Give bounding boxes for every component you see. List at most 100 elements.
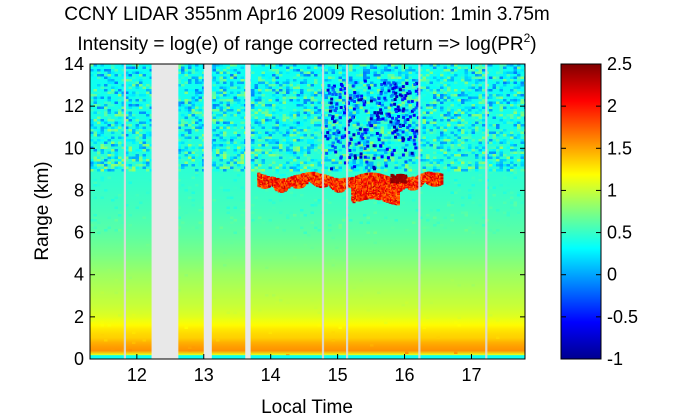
heatmap-cell [492,136,496,139]
heatmap-cell [447,111,451,114]
heatmap-cell [391,156,395,159]
heatmap-cell [251,89,255,92]
heatmap-cell [149,124,153,127]
heatmap-cell [93,219,97,222]
heatmap-cell [289,144,293,147]
heatmap-cell [265,294,269,297]
heatmap-cell [251,204,255,207]
heatmap-cell [202,79,206,82]
heatmap-cell [328,174,332,177]
heatmap-cell [230,196,234,199]
heatmap-cell [454,181,458,184]
heatmap-cell [394,219,398,222]
heatmap-cell [513,169,517,172]
heatmap-cell [464,74,468,77]
heatmap-cell [125,114,129,117]
heatmap-cell [338,141,342,144]
heatmap-cell [379,144,383,148]
heatmap-cell [475,156,479,159]
heatmap-cell [440,136,444,139]
heatmap-cell [426,121,430,124]
heatmap-cell [503,154,507,157]
heatmap-cell [314,79,318,82]
heatmap-cell [282,134,286,137]
heatmap-cell [517,79,521,82]
heatmap-cell [377,109,381,112]
heatmap-cell [471,69,475,72]
heatmap-cell [198,109,202,112]
heatmap-cell [135,236,139,239]
heatmap-cell [436,64,440,67]
heatmap-cell [517,191,521,194]
heatmap-cell [429,64,433,67]
heatmap-cell [405,104,409,107]
heatmap-cell [90,139,94,142]
heatmap-cell [363,144,367,147]
heatmap-cell [489,146,493,149]
heatmap-cell [268,76,272,79]
heatmap-cell [132,141,136,144]
heatmap-cell [177,74,181,77]
heatmap-cell [202,156,206,159]
heatmap-cell [433,89,437,92]
heatmap-cell [240,104,244,107]
heatmap-cell [353,94,357,98]
heatmap-cell [282,119,286,122]
heatmap-cell [275,69,279,72]
heatmap-cell [398,71,402,74]
heatmap-cell [128,109,132,112]
heatmap-cell [282,164,286,167]
heatmap-cell [307,151,311,154]
heatmap-cell [384,159,388,162]
heatmap-cell [426,164,430,167]
heatmap-cell [422,326,426,329]
heatmap-cell [381,141,385,145]
heatmap-cell [219,166,223,169]
heatmap-cell [370,151,374,154]
heatmap-cell [517,66,521,69]
heatmap-cell [233,69,237,72]
heatmap-cell [254,164,258,167]
heatmap-cell [219,139,223,142]
heatmap-cell [401,79,405,82]
heatmap-cell [328,69,332,72]
heatmap-cell [261,151,265,154]
heatmap-cell [261,141,265,144]
heatmap-cell [90,146,94,149]
heatmap-cell [373,121,377,124]
heatmap-cell [114,69,118,72]
heatmap-cell [272,101,276,104]
heatmap-cell [289,126,293,129]
heatmap-cell [223,164,227,167]
heatmap-cell [296,156,300,159]
heatmap-cell [254,116,258,119]
heatmap-cell [261,64,265,67]
heatmap-cell [93,141,97,144]
heatmap-cell [272,201,276,204]
heatmap-cell [331,115,335,119]
heatmap-cell [202,134,206,137]
heatmap-cell [104,189,108,192]
heatmap-cell [520,136,524,139]
heatmap-cell [296,94,300,97]
heatmap-cell [219,101,223,104]
heatmap-cell [258,164,262,167]
heatmap-cell [506,224,510,227]
heatmap-cell [338,116,342,120]
heatmap-cell [324,169,328,172]
heatmap-cell [223,109,227,112]
heatmap-cell [464,139,468,142]
heatmap-cell [279,89,283,92]
heatmap-cell [327,84,331,88]
heatmap-cell [387,106,391,109]
heatmap-cell [429,161,433,164]
heatmap-cell [513,204,517,207]
heatmap-cell [265,91,269,94]
heatmap-cell [461,106,465,109]
heatmap-cell [394,126,398,129]
heatmap-cell [471,114,475,117]
heatmap-cell [314,201,318,204]
heatmap-cell [335,91,339,94]
heatmap-cell [436,169,440,172]
heatmap-cell [415,79,419,82]
